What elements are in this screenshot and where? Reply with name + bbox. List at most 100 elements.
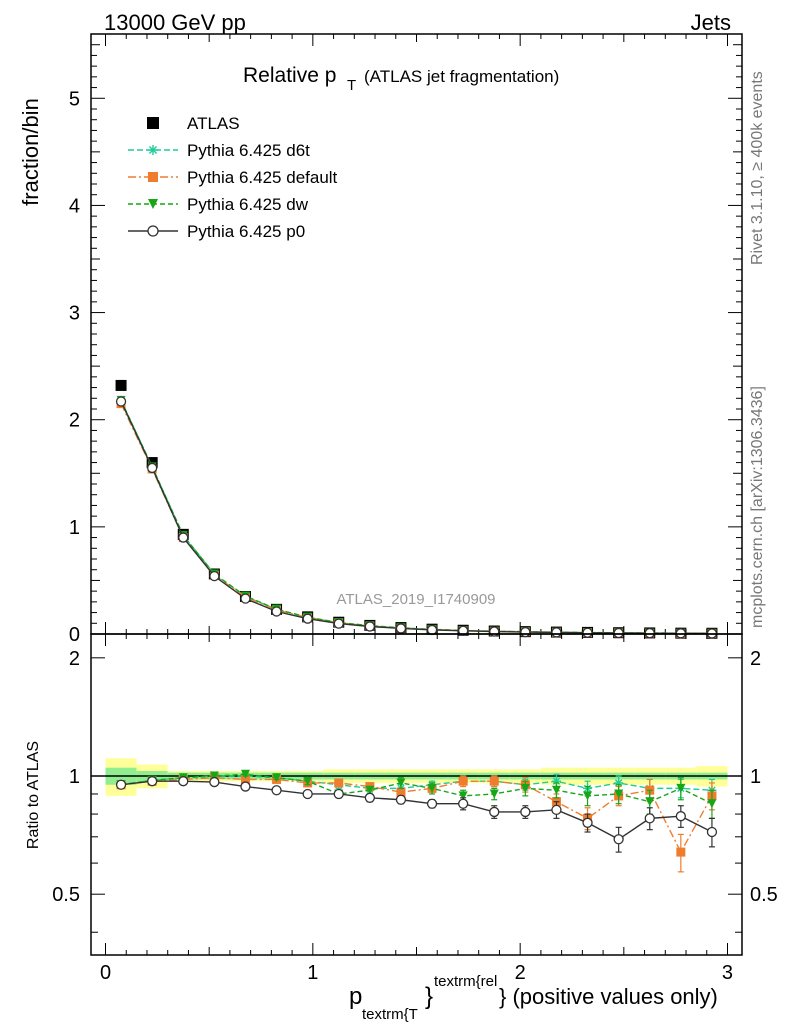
legend-entry: Pythia 6.425 p0: [128, 222, 305, 241]
data-point: [364, 792, 376, 803]
data-point: [148, 172, 158, 182]
data-point: [582, 627, 593, 638]
data-point: [520, 626, 531, 638]
ratio-panel-series: [115, 769, 718, 873]
rivet-label: Rivet 3.1.10, ≥ 400k events: [749, 71, 766, 265]
data-point: [582, 817, 593, 828]
data-point: [240, 593, 251, 604]
data-point: [613, 627, 624, 639]
data-point: [458, 776, 468, 786]
series-line: [120, 401, 712, 635]
main-panel-series: [115, 379, 718, 639]
y-tick-label-main: 4: [69, 195, 80, 217]
data-point: [240, 774, 250, 784]
data-point: [240, 781, 251, 792]
data-point: [644, 627, 655, 639]
y-tick-label-main: 0: [69, 624, 80, 646]
y-tick-label-main: 2: [69, 410, 80, 432]
title-suffix: (ATLAS jet fragmentation): [364, 67, 559, 86]
data-point: [396, 787, 406, 797]
data-point: [614, 789, 624, 799]
data-point: [272, 773, 282, 783]
data-point: [209, 771, 219, 781]
y-axis-label-ratio: Ratio to ATLAS: [25, 741, 42, 849]
y-tick-label-ratio: 2: [69, 648, 80, 670]
data-point: [457, 798, 469, 809]
y-tick-label-ratio-right: 1: [750, 766, 761, 788]
data-point: [147, 225, 159, 237]
legend: ATLAS Pythia 6.425 d6t Pythia 6.425 defaul…: [128, 114, 338, 241]
data-point: [147, 462, 158, 474]
data-point: [333, 788, 344, 800]
data-point: [676, 847, 686, 857]
data-point: [147, 776, 158, 787]
data-point: [396, 778, 406, 788]
data-point: [395, 623, 407, 634]
data-point: [303, 776, 313, 786]
data-point: [645, 797, 655, 807]
data-point: [115, 379, 127, 391]
y-tick-label-ratio-right: 2: [750, 648, 761, 670]
data-point: [489, 789, 499, 799]
data-point: [583, 791, 593, 801]
data-point: [676, 783, 686, 793]
data-point: [551, 804, 562, 815]
data-point: [148, 199, 158, 209]
plot-title: Relative p T (ATLAS jet fragmentation): [243, 64, 559, 94]
data-point: [520, 783, 530, 793]
header-left: 13000 GeV pp: [104, 10, 246, 35]
data-point: [426, 798, 438, 809]
title-main: Relative p: [243, 64, 336, 87]
series-line: [120, 775, 712, 791]
data-point: [209, 776, 220, 788]
ratio-panel-frame: [90, 633, 743, 956]
tick-labels: 0 1 2 3 0 1 2 3 4 5 0.5 0.5 1 1 2 2: [52, 88, 778, 984]
data-point: [334, 778, 344, 788]
data-point: [707, 799, 717, 809]
series-ratio: [115, 776, 718, 853]
legend-entry: Pythia 6.425 default: [128, 168, 338, 187]
x-tick-label: 2: [515, 962, 526, 984]
data-point: [457, 625, 469, 636]
data-point: [115, 779, 127, 790]
x-tick-label: 3: [722, 962, 733, 984]
data-point: [364, 621, 376, 632]
data-point: [271, 606, 282, 617]
data-point: [644, 813, 655, 824]
data-point: [302, 613, 313, 624]
data-point: [365, 785, 375, 795]
series-line: [120, 773, 713, 805]
analysis-watermark: ATLAS_2019_I1740909: [336, 591, 495, 608]
y-tick-label-ratio: 0.5: [52, 884, 80, 906]
data-point: [302, 788, 313, 800]
series-ratio: [116, 773, 717, 873]
y-tick-label-main: 3: [69, 303, 80, 325]
data-point: [240, 769, 250, 779]
legend-label: ATLAS: [187, 114, 240, 133]
legend-label: Pythia 6.425 p0: [187, 222, 305, 241]
data-point: [115, 396, 127, 407]
legend-entry: Pythia 6.425 d6t: [128, 141, 310, 160]
data-point: [706, 826, 718, 838]
legend-label: Pythia 6.425 default: [187, 168, 338, 187]
data-point: [271, 785, 282, 796]
y-tick-label-ratio: 1: [69, 766, 80, 788]
xlabel-sub: textrm{T: [362, 1006, 418, 1023]
title-sub: T: [347, 77, 356, 94]
data-point: [551, 627, 562, 638]
data-point: [458, 791, 468, 801]
legend-label: Pythia 6.425 dw: [187, 195, 309, 214]
data-point: [147, 117, 159, 129]
data-point: [426, 624, 438, 636]
data-point: [489, 776, 499, 786]
legend-entry: ATLAS: [147, 114, 240, 133]
data-point: [489, 806, 500, 818]
data-point: [333, 618, 344, 629]
data-point: [520, 806, 531, 818]
data-point: [675, 811, 686, 822]
data-point: [395, 794, 407, 805]
y-axis-label-main: fraction/bin: [18, 98, 43, 206]
mcplots-label: mcplots.cern.ch [arXiv:1306.3436]: [749, 386, 766, 628]
legend-label: Pythia 6.425 d6t: [187, 141, 310, 160]
